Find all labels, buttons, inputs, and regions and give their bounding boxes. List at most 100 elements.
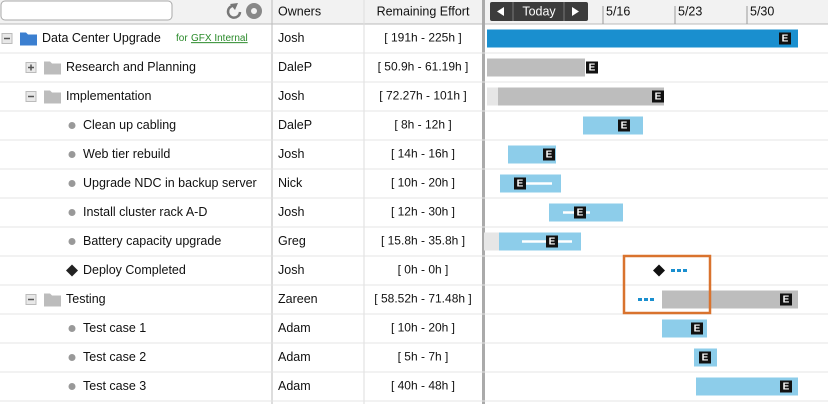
bullet-icon: [68, 383, 76, 390]
gantt-bar[interactable]: [487, 29, 798, 48]
estimate-marker-label: E: [621, 121, 628, 132]
estimate-marker-label: E: [783, 382, 790, 393]
remaining-effort: [ 50.9h - 61.19h ]: [378, 60, 469, 74]
remaining-effort: [ 10h - 20h ]: [391, 321, 455, 335]
task-name[interactable]: Research and Planning: [66, 60, 196, 74]
remaining-effort: [ 5h - 7h ]: [398, 350, 449, 364]
task-name[interactable]: Testing: [66, 292, 106, 306]
owner: Josh: [278, 89, 304, 103]
bullet-icon: [68, 238, 76, 245]
settings-icon[interactable]: [246, 3, 262, 19]
date-label: 5/16: [606, 4, 630, 18]
owner: Zareen: [278, 292, 318, 306]
estimate-marker: [780, 380, 792, 393]
task-name[interactable]: Test case 3: [83, 379, 146, 393]
milestone-marker: [653, 264, 665, 277]
estimate-marker-label: E: [577, 208, 584, 219]
remaining-effort: [ 58.52h - 71.48h ]: [374, 292, 471, 306]
owner: Adam: [278, 321, 311, 335]
bullet-icon: [68, 122, 76, 129]
gantt-bar[interactable]: [662, 290, 798, 309]
gantt-bar[interactable]: [484, 232, 499, 251]
task-name[interactable]: Battery capacity upgrade: [83, 234, 221, 248]
bullet-icon: [68, 209, 76, 216]
estimate-marker: [780, 293, 792, 306]
gantt-bar[interactable]: [583, 116, 643, 135]
owners-header[interactable]: Owners: [278, 4, 321, 18]
bullet-icon: [68, 180, 76, 187]
remaining-effort: [ 14h - 16h ]: [391, 147, 455, 161]
remaining-effort: [ 10h - 20h ]: [391, 176, 455, 190]
undo-icon[interactable]: [226, 3, 242, 19]
estimate-marker-label: E: [549, 237, 556, 248]
remaining-effort: [ 12h - 30h ]: [391, 205, 455, 219]
pane-splitter[interactable]: [482, 0, 485, 404]
estimate-marker: [543, 148, 555, 161]
folder-icon: [44, 293, 61, 307]
estimate-marker: [618, 119, 630, 132]
milestone-icon: [66, 264, 78, 277]
gantt-bar[interactable]: [487, 87, 498, 106]
owner: Josh: [278, 31, 304, 45]
task-name[interactable]: Deploy Completed: [83, 263, 186, 277]
highlight-box: [622, 254, 712, 315]
task-name[interactable]: Clean up cabling: [83, 118, 176, 132]
bullet-icon: [68, 354, 76, 361]
gantt-bar[interactable]: [487, 58, 585, 77]
gantt-bar[interactable]: [696, 377, 798, 396]
estimate-marker-label: E: [546, 150, 553, 161]
bullet-icon: [68, 325, 76, 332]
owner: Nick: [278, 176, 303, 190]
estimate-marker: [586, 61, 598, 74]
remaining-effort: [ 0h - 0h ]: [398, 263, 449, 277]
task-name[interactable]: Web tier rebuild: [83, 147, 170, 161]
remaining-effort: [ 15.8h - 35.8h ]: [381, 234, 465, 248]
search-box[interactable]: [0, 0, 173, 21]
task-name[interactable]: Test case 1: [83, 321, 146, 335]
estimate-marker: [574, 206, 586, 219]
owner: Josh: [278, 263, 304, 277]
gantt-bar[interactable]: [498, 87, 664, 106]
project-link[interactable]: GFX Internal: [191, 33, 248, 44]
date-label: 5/30: [750, 4, 774, 18]
undo-arrow: [230, 3, 238, 10]
estimate-marker-label: E: [589, 63, 596, 74]
prev-button[interactable]: [497, 7, 504, 16]
gear-hole: [251, 8, 257, 14]
estimate-marker-label: E: [517, 179, 524, 190]
rows: 5/16 5/23 5/30 Data Center Upgrade for GFX In…: [0, 4, 828, 402]
estimate-marker-label: E: [783, 295, 790, 306]
estimate-marker: [546, 235, 558, 248]
task-tag: for: [176, 33, 188, 44]
owner: Josh: [278, 205, 304, 219]
folder-icon: [44, 61, 61, 75]
estimate-marker: [691, 322, 703, 335]
folder-icon: [44, 90, 61, 104]
estimate-marker: [514, 177, 526, 190]
task-name[interactable]: Data Center Upgrade: [42, 31, 161, 45]
remaining-effort: [ 40h - 48h ]: [391, 379, 455, 393]
owner: Adam: [278, 350, 311, 364]
task-name[interactable]: Upgrade NDC in backup server: [83, 176, 257, 190]
owner: Josh: [278, 147, 304, 161]
effort-header[interactable]: Remaining Effort: [377, 4, 470, 18]
date-label: 5/23: [678, 4, 702, 18]
owner: Adam: [278, 379, 311, 393]
estimate-marker-label: E: [694, 324, 701, 335]
task-name[interactable]: Install cluster rack A-D: [83, 205, 207, 219]
remaining-effort: [ 8h - 12h ]: [394, 118, 451, 132]
estimate-marker: [779, 32, 791, 45]
estimate-marker: [699, 351, 711, 364]
owner: DaleP: [278, 60, 312, 74]
task-name[interactable]: Test case 2: [83, 350, 146, 364]
today-button[interactable]: Today: [522, 4, 556, 18]
estimate-marker-label: E: [702, 353, 709, 364]
next-button[interactable]: [572, 7, 579, 16]
owner: Greg: [278, 234, 306, 248]
remaining-effort: [ 72.27h - 101h ]: [379, 89, 466, 103]
estimate-marker: [652, 90, 664, 103]
task-name[interactable]: Implementation: [66, 89, 152, 103]
folder-icon: [20, 32, 37, 46]
estimate-marker-label: E: [655, 92, 662, 103]
